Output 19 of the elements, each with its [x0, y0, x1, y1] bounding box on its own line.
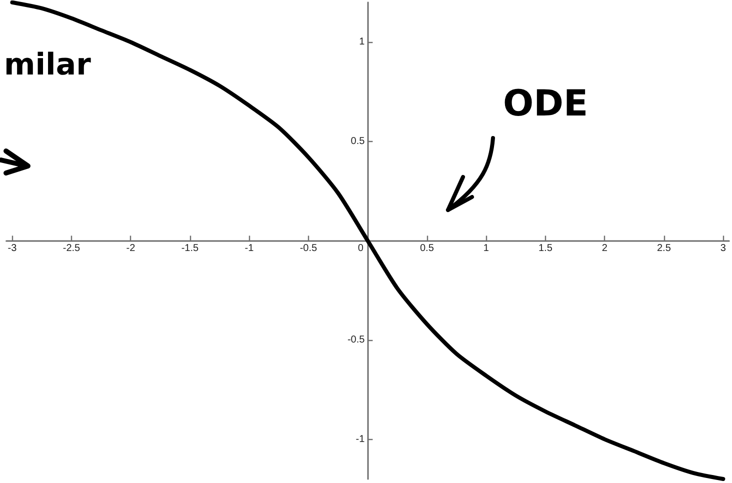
- x-tick-label: -3: [8, 243, 18, 254]
- x-tick-label: 1: [483, 243, 490, 254]
- x-tick-label: -2.5: [62, 243, 81, 254]
- x-tick-label: 2.5: [656, 243, 672, 254]
- x-tick-label: -1: [244, 243, 254, 254]
- x-tick-label: 2: [602, 243, 608, 254]
- annotation: ODE: [503, 84, 588, 124]
- y-tick-label: 0.5: [350, 136, 366, 147]
- y-tick-label: -0.5: [347, 334, 366, 346]
- y-tick-label: -1: [356, 434, 366, 445]
- x-tick-label: 3: [720, 243, 726, 254]
- x-tick-label: 1.5: [538, 243, 553, 254]
- annotation: milar: [4, 48, 92, 82]
- y-tick-label: 1: [359, 36, 366, 48]
- x-tick-label: 0.5: [420, 243, 434, 254]
- x-tick-label: 0: [358, 243, 364, 254]
- x-tick-label: -2: [126, 243, 136, 254]
- x-tick-label: -1.5: [181, 243, 200, 254]
- x-tick-label: -0.5: [300, 243, 318, 254]
